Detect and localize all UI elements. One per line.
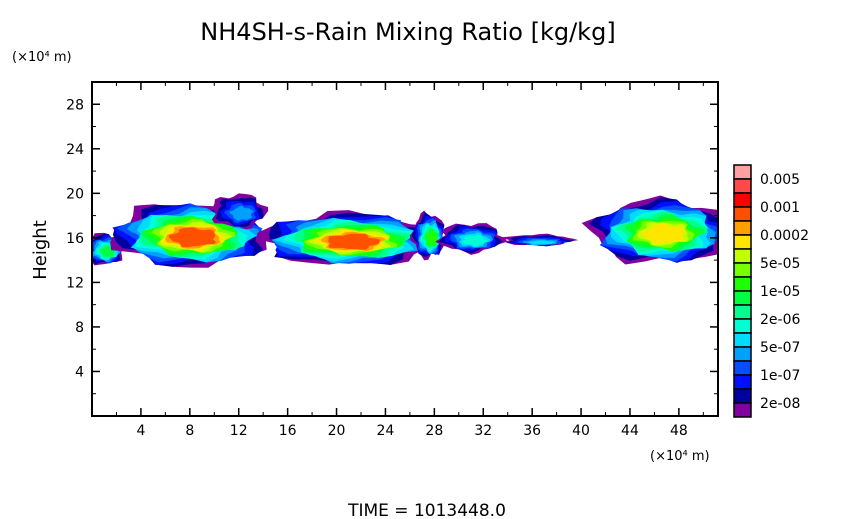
colorbar-label: 0.0002 <box>760 228 809 244</box>
colorbar-label: 5e-05 <box>760 256 800 272</box>
colorbar-swatch <box>733 290 752 306</box>
colorbar-label: 0.005 <box>760 172 800 188</box>
contour-level-13 <box>229 205 254 221</box>
cloud-region <box>581 195 718 265</box>
x-tick-label: 40 <box>572 423 590 439</box>
y-tick-label: 20 <box>66 186 84 202</box>
contour-level-12 <box>527 240 555 245</box>
contour-level-3 <box>168 227 216 248</box>
x-unit-label: (×10⁴ m) <box>650 449 710 464</box>
colorbar-swatch <box>733 164 752 180</box>
y-unit-label: (×10⁴ m) <box>12 50 72 65</box>
colorbar-swatch <box>733 332 752 348</box>
colorbar-swatch <box>733 346 752 362</box>
y-tick-label: 24 <box>66 142 84 158</box>
footer-time: TIME = 1013448.0 <box>347 501 506 519</box>
colorbar-swatch <box>733 178 752 194</box>
y-axis-label: Height <box>30 220 51 280</box>
colorbar-label: 5e-07 <box>760 340 800 356</box>
colorbar-swatch <box>733 304 752 320</box>
colorbar-label: 2e-08 <box>760 396 800 412</box>
plot-area <box>92 193 718 268</box>
x-tick-label: 24 <box>377 423 395 439</box>
colorbar-label: 0.001 <box>760 200 800 216</box>
cloud-region <box>211 193 269 230</box>
x-tick-label: 48 <box>670 423 688 439</box>
contour-level-3 <box>328 233 381 250</box>
x-tick-label: 36 <box>523 423 541 439</box>
colorbar-label: 1e-07 <box>760 368 800 384</box>
y-tick-label: 4 <box>75 364 84 380</box>
x-tick-label: 16 <box>279 423 297 439</box>
x-tick-label: 20 <box>328 423 346 439</box>
x-tick-label: 44 <box>621 423 639 439</box>
chart-title: NH4SH-s-Rain Mixing Ratio [kg/kg] <box>200 18 615 46</box>
contour-level-8 <box>426 230 438 246</box>
colorbar-label: 1e-05 <box>760 284 800 300</box>
cloud-region <box>502 233 579 247</box>
cloud-region <box>435 223 508 255</box>
colorbar-label: 2e-06 <box>760 312 800 328</box>
colorbar-swatch <box>733 248 752 264</box>
colorbar-swatch <box>733 388 752 404</box>
y-tick-label: 8 <box>75 320 84 336</box>
y-tick-label: 16 <box>66 231 84 247</box>
y-tick-label: 28 <box>66 97 84 113</box>
x-tick-label: 4 <box>136 423 145 439</box>
colorbar-swatch <box>733 262 752 278</box>
y-tick-label: 12 <box>66 275 84 291</box>
colorbar-swatch <box>733 402 752 418</box>
cloud-region <box>409 210 445 261</box>
x-tick-label: 8 <box>185 423 194 439</box>
cloud-region <box>256 210 444 265</box>
contour-level-11 <box>462 235 488 247</box>
colorbar-swatch <box>733 276 752 292</box>
x-tick-label: 28 <box>425 423 443 439</box>
colorbar-swatch <box>733 234 752 250</box>
colorbar-swatch <box>733 206 752 222</box>
colorbar-swatch <box>733 220 752 236</box>
colorbar-swatch <box>733 318 752 334</box>
colorbar-swatch <box>733 360 752 376</box>
colorbar-swatch <box>733 192 752 208</box>
colorbar-swatch <box>733 374 752 390</box>
plot-frame <box>91 81 719 417</box>
x-tick-label: 32 <box>474 423 492 439</box>
contour-level-5 <box>640 223 685 245</box>
x-tick-label: 12 <box>230 423 248 439</box>
